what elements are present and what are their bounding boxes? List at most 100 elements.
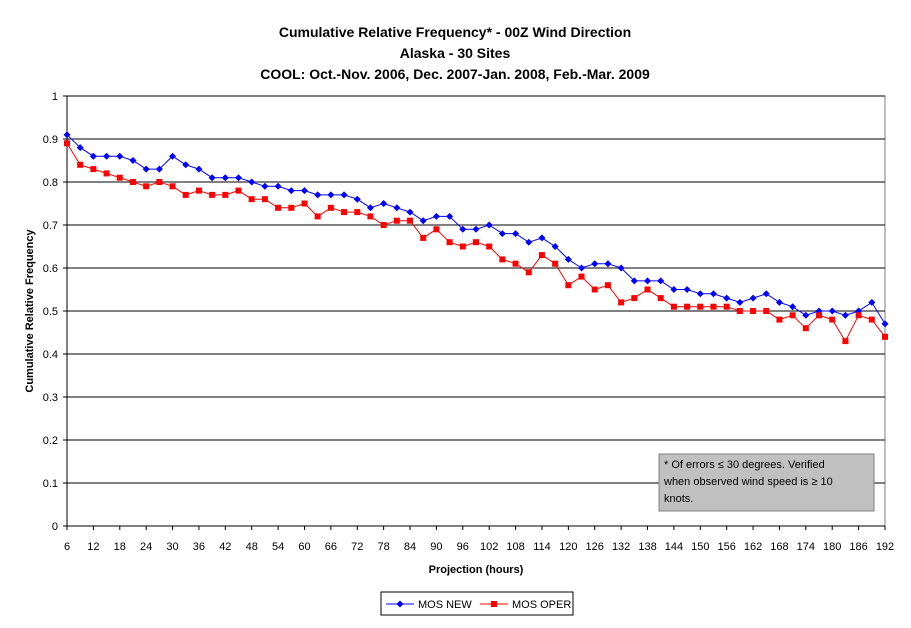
data-point-mos-new <box>538 234 546 242</box>
data-point-mos-oper <box>301 200 308 207</box>
chart-title-line-2: Alaska - 30 Sites <box>400 45 511 61</box>
data-point-mos-oper <box>473 239 479 246</box>
legend-label-mos-oper: MOS OPER <box>512 599 571 611</box>
series-layer <box>63 131 889 345</box>
data-point-mos-oper <box>538 252 545 259</box>
x-tick-label: 54 <box>272 541 284 553</box>
data-point-mos-new <box>498 230 506 238</box>
data-point-mos-oper <box>618 299 625 306</box>
data-point-mos-oper <box>182 191 189 198</box>
data-point-mos-oper <box>578 273 585 280</box>
data-point-mos-oper <box>143 183 150 190</box>
data-point-mos-oper <box>736 308 743 314</box>
data-point-mos-oper <box>604 282 611 289</box>
data-point-mos-new <box>604 260 612 268</box>
data-point-mos-new <box>841 311 849 319</box>
data-point-mos-oper <box>829 316 836 323</box>
data-point-mos-new <box>300 187 308 195</box>
data-point-mos-new <box>802 311 810 319</box>
x-tick-label: 30 <box>166 541 178 553</box>
data-point-mos-new <box>551 243 559 250</box>
chart-title-line-3: COOL: Oct.-Nov. 2006, Dec. 2007-Jan. 200… <box>260 66 650 82</box>
data-point-mos-new <box>630 277 638 285</box>
x-tick-label: 126 <box>586 541 604 553</box>
x-tick-label: 180 <box>823 541 841 553</box>
data-point-mos-oper <box>499 256 506 263</box>
data-point-mos-oper <box>195 187 202 194</box>
y-tick-label: 1 <box>52 91 58 103</box>
data-point-mos-oper <box>77 161 84 168</box>
data-point-mos-new <box>749 294 757 302</box>
x-tick-label: 66 <box>325 541 337 553</box>
legend-box <box>380 591 574 616</box>
chart-title-line-1: Cumulative Relative Frequency* - 00Z Win… <box>279 24 631 40</box>
legend: MOS NEW MOS OPER <box>380 591 574 616</box>
x-tick-label: 12 <box>87 541 99 553</box>
data-point-mos-new <box>762 290 770 298</box>
x-tick-label: 120 <box>559 541 577 553</box>
data-point-mos-new <box>235 174 243 182</box>
x-tick-label: 138 <box>638 541 656 553</box>
data-point-mos-new <box>353 195 361 203</box>
data-point-mos-oper <box>156 179 163 185</box>
data-point-mos-new <box>446 212 454 220</box>
data-point-mos-new <box>261 182 269 190</box>
data-point-mos-oper <box>222 191 229 198</box>
data-point-mos-new <box>512 230 520 238</box>
data-point-mos-new <box>208 174 216 182</box>
legend-items: MOS NEW MOS OPER <box>386 599 571 611</box>
data-point-mos-oper <box>842 338 849 345</box>
data-point-mos-oper <box>697 303 704 310</box>
x-tick-label: 192 <box>876 541 894 553</box>
y-tick-label: 0.7 <box>43 220 58 232</box>
data-point-mos-oper <box>459 243 466 250</box>
x-tick-label: 114 <box>533 541 551 553</box>
data-point-mos-oper <box>657 295 664 302</box>
annotation-line-1: * Of errors ≤ 30 degrees. Verified <box>664 459 825 471</box>
data-point-mos-new <box>578 264 586 272</box>
data-point-mos-oper <box>486 243 493 250</box>
data-point-mos-oper <box>552 260 559 267</box>
data-point-mos-new <box>182 161 190 169</box>
data-point-mos-oper <box>288 204 295 211</box>
data-point-mos-oper <box>380 222 387 228</box>
data-point-mos-oper <box>644 286 651 293</box>
data-point-mos-oper <box>723 303 730 310</box>
data-point-mos-oper <box>248 196 255 203</box>
x-axis-label: Projection (hours) <box>429 564 524 576</box>
x-tick-label: 60 <box>298 541 310 553</box>
data-point-mos-oper <box>670 303 677 310</box>
x-tick-label: 186 <box>849 541 867 553</box>
data-point-mos-new <box>472 225 480 233</box>
x-tick-label: 132 <box>612 541 630 553</box>
annotation-background <box>658 453 875 512</box>
data-point-mos-new <box>89 152 97 160</box>
y-axis-ticks: 0 0.1 0.2 0.3 0.4 0.5 0.6 0.7 0.8 0.9 1 <box>43 91 67 533</box>
data-point-mos-oper <box>103 170 110 177</box>
data-point-mos-oper <box>750 308 757 314</box>
x-tick-label: 24 <box>140 541 152 553</box>
x-tick-label: 48 <box>246 541 258 553</box>
data-point-mos-oper <box>209 191 216 198</box>
y-tick-label: 0.2 <box>43 435 58 447</box>
data-point-mos-new <box>683 286 691 293</box>
data-point-mos-new <box>406 208 414 216</box>
data-point-mos-new <box>274 182 282 190</box>
annotation-line-3: knots. <box>664 493 693 505</box>
data-point-mos-oper <box>169 183 176 190</box>
data-point-mos-oper <box>855 312 862 319</box>
data-point-mos-new <box>644 277 652 285</box>
data-point-mos-oper <box>314 213 321 220</box>
data-point-mos-new <box>195 165 203 173</box>
data-point-mos-oper <box>235 187 242 194</box>
x-tick-label: 144 <box>665 541 683 553</box>
data-point-mos-oper <box>64 140 70 147</box>
data-point-mos-new <box>657 277 665 285</box>
data-point-mos-oper <box>684 303 691 310</box>
data-point-mos-new <box>129 157 137 164</box>
data-point-mos-oper <box>327 204 334 211</box>
x-axis-ticks: 6 12 18 24 30 36 42 48 54 60 66 72 78 84 90 96 102 108 114… <box>64 526 894 553</box>
x-tick-label: 96 <box>457 541 469 553</box>
